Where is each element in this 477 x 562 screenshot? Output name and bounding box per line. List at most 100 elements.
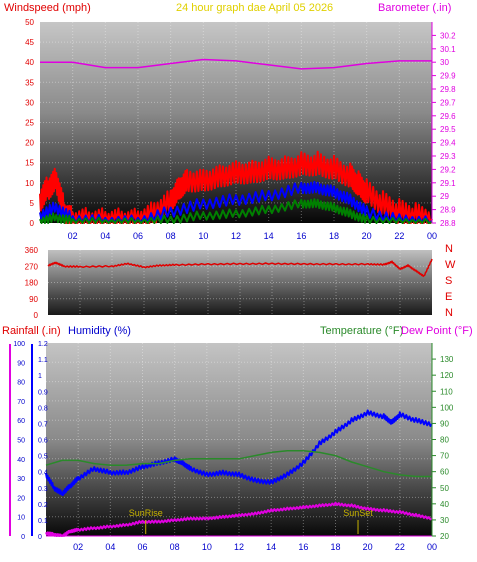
temperature-tick-label: 70 [440, 452, 449, 461]
series-line-dewpoint [45, 501, 433, 537]
windspeed-tick-label: 20 [25, 139, 34, 148]
rain-tick-label: 0 [38, 534, 42, 541]
direction-tick-label: 360 [25, 246, 39, 255]
x-tick-label: 04 [105, 542, 115, 552]
direction-tick-label: 180 [25, 279, 39, 288]
rain-tick-label: 1.1 [38, 357, 48, 364]
windspeed-tick-label: 35 [25, 78, 34, 87]
temperature-tick-label: 40 [440, 500, 449, 509]
x-tick-label: 10 [202, 542, 212, 552]
barometer-tick-label: 29.7 [440, 98, 456, 107]
x-tick-label: 14 [264, 231, 274, 241]
windspeed-tick-label: 0 [30, 219, 35, 228]
barometer-tick-label: 29.2 [440, 165, 456, 174]
temperature-tick-label: 110 [440, 387, 453, 396]
bottom-x-ticks: 02 04 06 08 10 12 14 16 18 20 22 00 [73, 542, 437, 552]
temperature-y-ticks: 20 30 40 50 60 70 80 90 100 110 120 130 [431, 343, 454, 541]
rain-tick-label: 0.3 [38, 486, 48, 493]
x-tick-label: 08 [166, 231, 176, 241]
sun-annotations: SunRise SunSet [129, 508, 373, 534]
temperature-tick-label: 80 [440, 436, 449, 445]
compass-label: E [445, 291, 452, 303]
compass-label: N [445, 243, 453, 255]
barometer-tick-label: 29.8 [440, 85, 456, 94]
humidity-tick-label: 10 [17, 515, 25, 522]
x-tick-label: 04 [100, 231, 110, 241]
x-tick-label: 22 [394, 231, 404, 241]
windspeed-tick-label: 10 [25, 179, 34, 188]
rain-tick-label: 0.8 [38, 405, 48, 412]
temperature-tick-label: 90 [440, 419, 449, 428]
top-y-ticks: 0 5 10 15 20 25 30 35 40 45 50 [25, 18, 34, 228]
compass-label: S [445, 275, 452, 287]
dewpoint-axis-label: Dew Point (°F) [401, 325, 473, 337]
x-tick-label: 14 [266, 542, 276, 552]
windspeed-tick-label: 45 [25, 38, 34, 47]
x-tick-label: 12 [234, 542, 244, 552]
humidity-tick-label: 60 [17, 418, 25, 425]
windspeed-tick-label: 50 [25, 18, 34, 27]
x-tick-label: 06 [137, 542, 147, 552]
humidity-y-ticks: 0 10 20 30 40 50 60 70 80 90 100 [13, 341, 25, 541]
chart-title: 24 hour graph dae April 05 2026 [176, 2, 333, 14]
rain-tick-label: 0.7 [38, 421, 48, 428]
rain-tick-label: 0.1 [38, 518, 48, 525]
x-tick-label: 18 [329, 231, 339, 241]
temperature-tick-label: 130 [440, 355, 454, 364]
compass-label: W [445, 259, 456, 271]
barometer-axis-label: Barometer (.in) [378, 2, 451, 14]
series-line-wind_low [39, 198, 433, 224]
x-tick-label: 06 [133, 231, 143, 241]
x-tick-label: 20 [362, 231, 372, 241]
sun-label: SunRise [129, 508, 163, 518]
barometer-tick-label: 29.4 [440, 139, 456, 148]
rain-tick-label: 1.2 [38, 341, 48, 348]
x-tick-label: 16 [298, 542, 308, 552]
x-tick-label: 16 [296, 231, 306, 241]
direction-series [47, 258, 433, 278]
barometer-tick-label: 30.2 [440, 31, 456, 40]
direction-tick-label: 90 [29, 295, 38, 304]
x-tick-label: 22 [395, 542, 405, 552]
top-y2-ticks: 28.8 28.9 29 29.1 29.2 29.3 29.4 29.5 29.6 29.7 29… [431, 22, 456, 228]
humidity-tick-label: 50 [17, 438, 25, 445]
rain-y-ticks: 0 0.1 0.2 0.3 0.4 0.5 0.6 0.7 0.8 0.9 1 1.1 1.2 [38, 341, 48, 541]
x-tick-label: 00 [427, 231, 437, 241]
x-tick-label: 02 [73, 542, 83, 552]
rain-tick-label: 0.6 [38, 438, 48, 445]
top-x-ticks: 02 04 06 08 10 12 14 16 18 20 22 00 [68, 231, 437, 241]
rain-tick-label: 0.2 [38, 502, 48, 509]
x-tick-label: 10 [198, 231, 208, 241]
humidity-tick-label: 30 [17, 476, 25, 483]
barometer-tick-label: 29.5 [440, 125, 456, 134]
bottom-plot-area [46, 343, 432, 536]
windspeed-tick-label: 5 [30, 199, 35, 208]
barometer-tick-label: 29.1 [440, 179, 456, 188]
temperature-tick-label: 50 [440, 484, 449, 493]
windspeed-tick-label: 40 [25, 58, 34, 67]
direction-tick-label: 0 [34, 311, 39, 320]
humidity-tick-label: 20 [17, 495, 25, 502]
rainfall-axis-label: Rainfall (.in) [2, 325, 61, 337]
rain-tick-label: 1 [38, 373, 42, 380]
top-series [39, 58, 433, 224]
series-line-barometer [40, 58, 432, 70]
x-tick-label: 18 [330, 542, 340, 552]
bottom-series [45, 409, 433, 537]
barometer-tick-label: 29.3 [440, 152, 456, 161]
barometer-tick-label: 30 [440, 58, 449, 67]
barometer-tick-label: 30.1 [440, 45, 456, 54]
windspeed-axis-label: Windspeed (mph) [4, 2, 91, 14]
compass-label: N [445, 307, 453, 319]
barometer-tick-label: 29 [440, 192, 449, 201]
series-line-humidity [45, 409, 433, 497]
x-tick-label: 20 [363, 542, 373, 552]
humidity-tick-label: 80 [17, 380, 25, 387]
direction-tick-label: 270 [25, 262, 39, 271]
barometer-tick-label: 28.9 [440, 206, 456, 215]
temperature-tick-label: 30 [440, 516, 449, 525]
direction-plot-area [48, 250, 432, 315]
temperature-tick-label: 60 [440, 468, 449, 477]
